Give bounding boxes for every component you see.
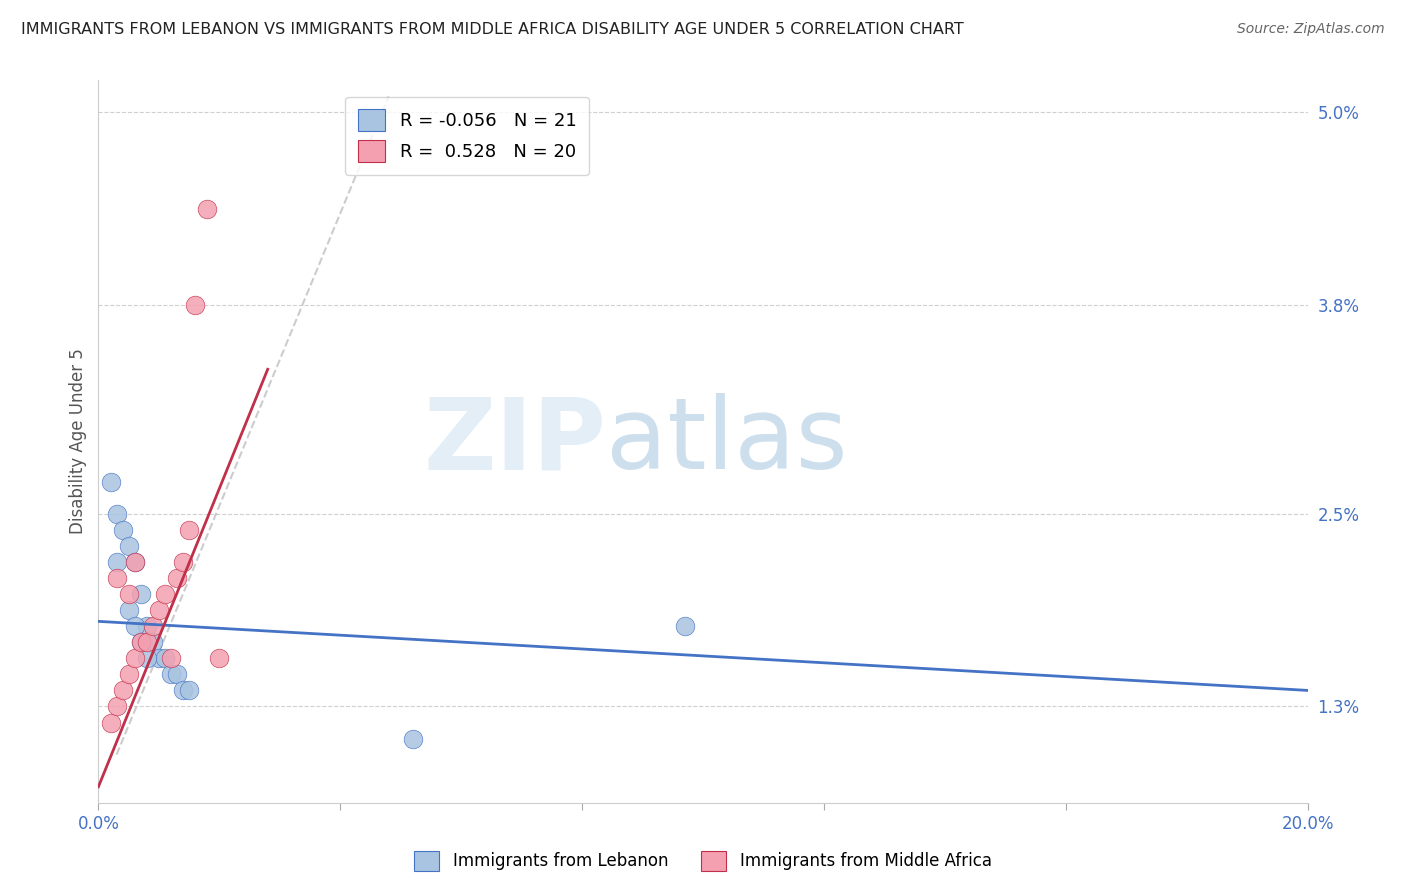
Point: [118, 667, 141, 681]
Point: [135, 619, 157, 633]
Legend: R = -0.056   N = 21, R =  0.528   N = 20: R = -0.056 N = 21, R = 0.528 N = 20: [346, 96, 589, 175]
Point: [160, 667, 183, 681]
Point: [402, 731, 425, 746]
Point: [124, 555, 146, 569]
Point: [124, 555, 146, 569]
Point: [153, 651, 176, 665]
Point: [179, 523, 201, 537]
Point: [124, 651, 146, 665]
Point: [118, 587, 141, 601]
Point: [172, 555, 194, 569]
Point: [153, 587, 176, 601]
Point: [172, 683, 194, 698]
Point: [100, 475, 122, 489]
Text: atlas: atlas: [606, 393, 848, 490]
Point: [105, 571, 128, 585]
Point: [148, 603, 170, 617]
Point: [105, 699, 128, 714]
Point: [105, 507, 128, 521]
Point: [100, 715, 122, 730]
Point: [184, 298, 207, 312]
Point: [124, 619, 146, 633]
Point: [111, 683, 134, 698]
Text: Source: ZipAtlas.com: Source: ZipAtlas.com: [1237, 22, 1385, 37]
Point: [208, 651, 231, 665]
Point: [166, 571, 188, 585]
Point: [105, 555, 128, 569]
Point: [129, 587, 152, 601]
Point: [160, 651, 183, 665]
Point: [135, 635, 157, 649]
Point: [129, 635, 152, 649]
Y-axis label: Disability Age Under 5: Disability Age Under 5: [69, 349, 87, 534]
Point: [142, 635, 165, 649]
Point: [111, 523, 134, 537]
Point: [148, 651, 170, 665]
Point: [129, 635, 152, 649]
Point: [118, 603, 141, 617]
Point: [179, 683, 201, 698]
Point: [166, 667, 188, 681]
Point: [118, 539, 141, 553]
Point: [195, 202, 218, 216]
Point: [673, 619, 696, 633]
Point: [135, 651, 157, 665]
Point: [142, 619, 165, 633]
Text: ZIP: ZIP: [423, 393, 606, 490]
Text: IMMIGRANTS FROM LEBANON VS IMMIGRANTS FROM MIDDLE AFRICA DISABILITY AGE UNDER 5 : IMMIGRANTS FROM LEBANON VS IMMIGRANTS FR…: [21, 22, 965, 37]
Legend: Immigrants from Lebanon, Immigrants from Middle Africa: Immigrants from Lebanon, Immigrants from…: [406, 842, 1000, 880]
